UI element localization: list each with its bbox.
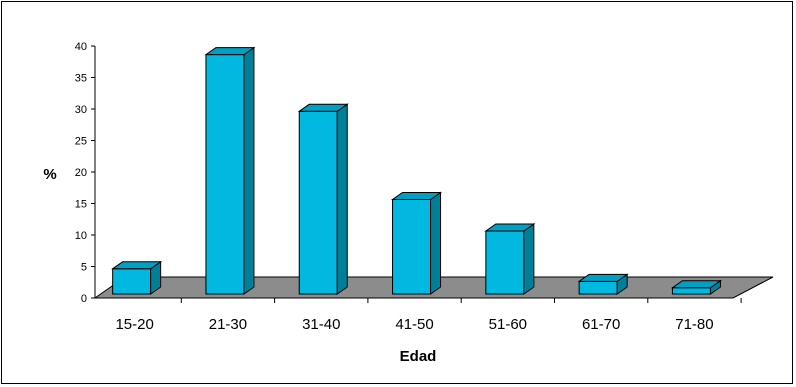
bar-15-20 bbox=[111, 260, 163, 295]
bar-front bbox=[578, 280, 618, 295]
bar-front bbox=[485, 230, 525, 295]
x-tick-label: 51-60 bbox=[489, 316, 527, 333]
bar-31-40 bbox=[297, 103, 349, 295]
bar-top bbox=[390, 192, 443, 200]
bar-side bbox=[243, 46, 255, 295]
y-tick-label: 20 bbox=[75, 167, 87, 179]
y-tick-label: 10 bbox=[75, 230, 87, 242]
x-tick-label: 61-70 bbox=[582, 316, 620, 333]
y-tick-label: 40 bbox=[75, 41, 87, 53]
x-tick-label: 31-40 bbox=[302, 316, 340, 333]
x-axis-title: Edad bbox=[400, 348, 437, 365]
x-tick-label: 41-50 bbox=[395, 316, 433, 333]
bar-front bbox=[671, 287, 711, 295]
y-tick-label: 0 bbox=[81, 293, 87, 305]
bar-top bbox=[484, 223, 536, 232]
bar-front bbox=[205, 54, 245, 295]
bar-front bbox=[298, 110, 338, 295]
bar-front bbox=[112, 268, 152, 295]
y-tick-label: 35 bbox=[75, 73, 87, 85]
bar-side bbox=[523, 223, 535, 295]
bar-top bbox=[297, 103, 349, 112]
bar-top bbox=[670, 280, 723, 289]
x-tick-label: 21-30 bbox=[209, 316, 247, 333]
bar-top bbox=[204, 47, 256, 56]
bar-71-80 bbox=[670, 279, 723, 295]
bar-top bbox=[577, 273, 629, 282]
bar-21-30 bbox=[204, 46, 256, 295]
y-tick-label: 25 bbox=[75, 136, 87, 148]
bar-51-60 bbox=[484, 223, 536, 295]
bar-41-50 bbox=[390, 191, 443, 295]
y-axis-title: % bbox=[43, 166, 56, 183]
y-tick-label: 30 bbox=[75, 104, 87, 116]
bar-61-70 bbox=[577, 273, 629, 295]
x-tick-label: 15-20 bbox=[115, 316, 153, 333]
y-tick-label: 5 bbox=[81, 262, 87, 274]
x-tick-label: 71-80 bbox=[675, 316, 713, 333]
bar-side bbox=[336, 103, 348, 295]
bar-side bbox=[430, 191, 442, 295]
y-tick-label: 15 bbox=[75, 199, 87, 211]
bar-top bbox=[111, 261, 163, 270]
bar-front bbox=[392, 199, 432, 295]
